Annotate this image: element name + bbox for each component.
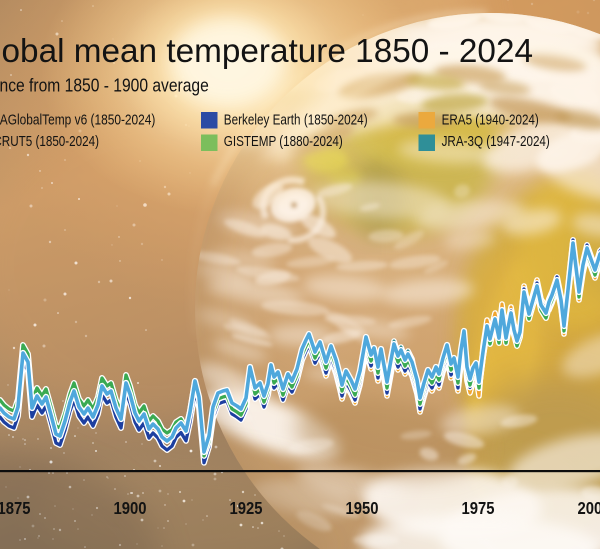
svg-text:Berkeley Earth (1850-2024): Berkeley Earth (1850-2024)	[224, 111, 368, 128]
svg-text:1975: 1975	[462, 498, 495, 518]
svg-text:2000: 2000	[578, 498, 600, 518]
svg-text:NOAAGlobalTemp v6 (1850-2024): NOAAGlobalTemp v6 (1850-2024)	[0, 111, 155, 128]
svg-text:HadCRUT5 (1850-2024): HadCRUT5 (1850-2024)	[0, 133, 99, 150]
svg-text:GISTEMP (1880-2024): GISTEMP (1880-2024)	[224, 133, 343, 150]
svg-text:Global mean temperature 1850 -: Global mean temperature 1850 - 2024	[0, 32, 533, 69]
svg-text:1875: 1875	[0, 498, 31, 518]
svg-text:ERA5 (1940-2024): ERA5 (1940-2024)	[442, 111, 539, 128]
svg-text:Difference from 1850 - 1900 av: Difference from 1850 - 1900 average	[0, 76, 209, 96]
svg-text:JRA-3Q (1947-2024): JRA-3Q (1947-2024)	[442, 133, 550, 150]
svg-text:1925: 1925	[230, 498, 263, 518]
svg-text:1900: 1900	[114, 498, 147, 518]
svg-text:1950: 1950	[346, 498, 379, 518]
